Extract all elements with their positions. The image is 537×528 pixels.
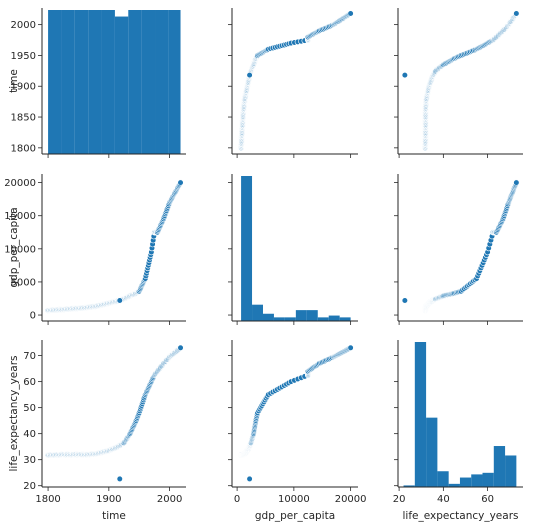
x-tick-label: 20000 <box>335 494 367 505</box>
hist-bar <box>141 10 156 154</box>
y-tick-label: 70 <box>23 351 36 362</box>
hist-bar <box>403 485 415 487</box>
y-tick-label: 50 <box>23 403 36 414</box>
scatter-point-outlier <box>401 72 408 79</box>
panel-gdp_per_capita-vs-life_expectancy_years <box>394 174 523 325</box>
scatter-point-outlier <box>246 72 253 79</box>
x-tick-label: 1900 <box>96 494 121 505</box>
y-axis-label-time: time <box>8 69 20 93</box>
scatter-point <box>177 179 184 186</box>
hist-bar <box>505 455 517 487</box>
hist-bar <box>339 317 351 321</box>
hist-bar <box>459 477 472 487</box>
y-tick-label: 15000 <box>4 211 36 222</box>
panel-life_expectancy_years-vs-time: 20 30 40 50 60 70 1800 1900 2000 <box>23 340 186 505</box>
x-tick-label: 60 <box>481 494 494 505</box>
hist-bar <box>328 315 340 321</box>
panel-time-vs-time: 1800 1850 1900 1950 2000 <box>11 8 186 158</box>
scatter-point <box>513 179 520 186</box>
hist-bar <box>74 10 89 154</box>
y-tick-label: 0 <box>30 311 36 322</box>
hist-bar <box>48 10 62 154</box>
hist-bar <box>448 483 460 487</box>
hist-bar <box>155 10 169 154</box>
hist-bar <box>88 10 102 154</box>
hist-bar <box>241 176 253 321</box>
hist-bar <box>437 471 449 487</box>
x-tick-label: 40 <box>437 494 450 505</box>
scatter-point <box>347 10 354 17</box>
panel-gdp_per_capita-vs-time: 0 5000 10000 15000 20000 <box>4 174 186 325</box>
y-tick-label: 20 <box>23 481 36 492</box>
hist-bar <box>471 474 483 487</box>
y-tick-label: 1800 <box>11 143 36 154</box>
hist-bar <box>128 10 142 154</box>
hist-bar <box>101 10 115 154</box>
hist-bar <box>262 313 274 321</box>
hist-bar <box>295 310 307 321</box>
scatter-point-outlier <box>401 297 408 304</box>
hist-bar <box>114 16 129 154</box>
y-tick-label: 40 <box>23 429 36 440</box>
scatter-point <box>513 10 520 17</box>
x-tick-label: 10000 <box>278 494 310 505</box>
x-tick-label: 1800 <box>35 494 60 505</box>
y-tick-label: 1900 <box>11 82 36 93</box>
scatter-point-outlier <box>116 475 123 483</box>
y-tick-label: 60 <box>23 377 36 388</box>
y-tick-label: 1850 <box>11 113 36 124</box>
hist-bar <box>61 10 75 154</box>
scatter-point-outlier <box>246 475 253 483</box>
hist-bar <box>317 317 329 321</box>
panel-life_expectancy_years-vs-gdp_per_capita: 0 10000 20000 <box>228 340 367 505</box>
panel-time-vs-life_expectancy_years <box>394 8 523 158</box>
x-tick-label: 0 <box>234 494 240 505</box>
y-tick-label: 2000 <box>11 20 36 31</box>
scatter-point-outlier <box>116 297 123 304</box>
hist-bar <box>252 304 263 321</box>
y-tick-label: 5000 <box>11 277 36 288</box>
hist-bar <box>482 472 494 487</box>
hist-bar <box>168 10 181 154</box>
panel-time-vs-gdp_per_capita <box>228 8 358 158</box>
x-tick-label: 2000 <box>157 494 182 505</box>
hist-bar <box>493 446 506 487</box>
y-tick-label: 1950 <box>11 51 36 62</box>
hist-bar <box>414 342 427 487</box>
panel-life_expectancy_years-vs-life_expectancy_years: 20 40 60 <box>393 340 523 505</box>
y-tick-label: 10000 <box>4 244 36 255</box>
x-axis-label-time: time <box>102 510 126 522</box>
scatter-point <box>347 344 354 351</box>
scatter-point <box>177 344 184 351</box>
y-tick-label: 20000 <box>4 178 36 189</box>
y-axis-label-life_expectancy_years: life_expectancy_years <box>8 356 20 472</box>
hist-bar <box>426 417 438 487</box>
hist-bar <box>306 310 318 321</box>
hist-bar <box>284 317 296 321</box>
y-tick-label: 30 <box>23 455 36 466</box>
panel-gdp_per_capita-vs-gdp_per_capita <box>228 174 358 325</box>
hist-bar <box>273 317 285 321</box>
x-axis-label-life_expectancy_years: life_expectancy_years <box>403 510 519 522</box>
x-axis-label-gdp_per_capita: gdp_per_capita <box>255 510 335 522</box>
y-axis-label-gdp_per_capita: gdp_per_capita <box>8 207 20 287</box>
x-tick-label: 20 <box>393 494 406 505</box>
